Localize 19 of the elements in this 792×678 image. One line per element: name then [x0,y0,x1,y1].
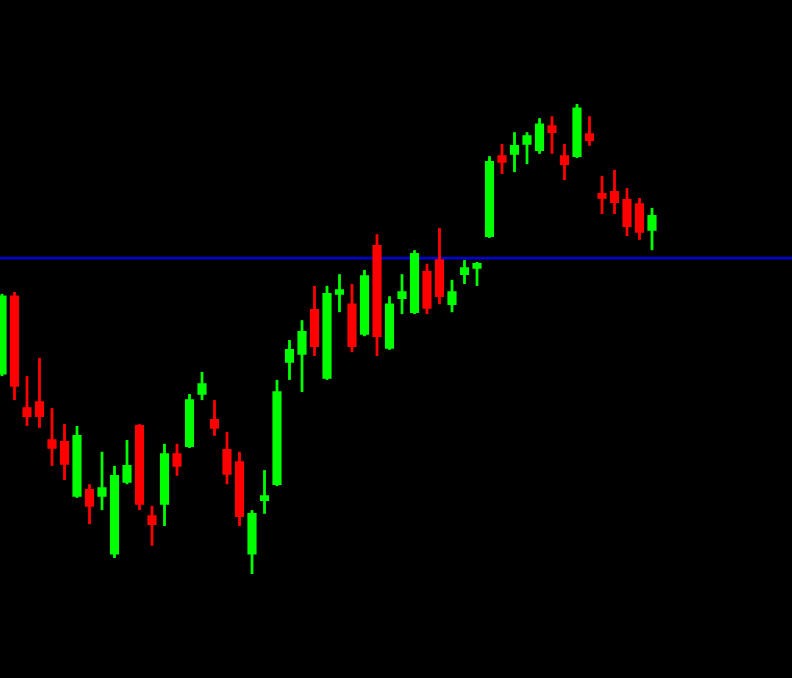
candlestick [209,398,220,438]
candlestick [197,370,207,402]
candlestick [384,294,395,352]
candlestick [547,114,557,156]
candlestick [347,282,357,354]
candlestick [259,468,270,516]
candlestick [447,278,457,314]
candlestick [184,392,195,450]
candlestick [84,482,95,526]
candlestick [147,504,157,548]
candlestick [509,130,520,174]
candlestick [172,442,182,478]
candlestick [647,206,657,252]
candlestick [584,114,595,148]
candlestick [559,142,570,182]
candlestick [497,142,507,176]
candlestick [309,284,320,358]
candlestick [247,508,257,576]
candlestick [572,102,582,160]
